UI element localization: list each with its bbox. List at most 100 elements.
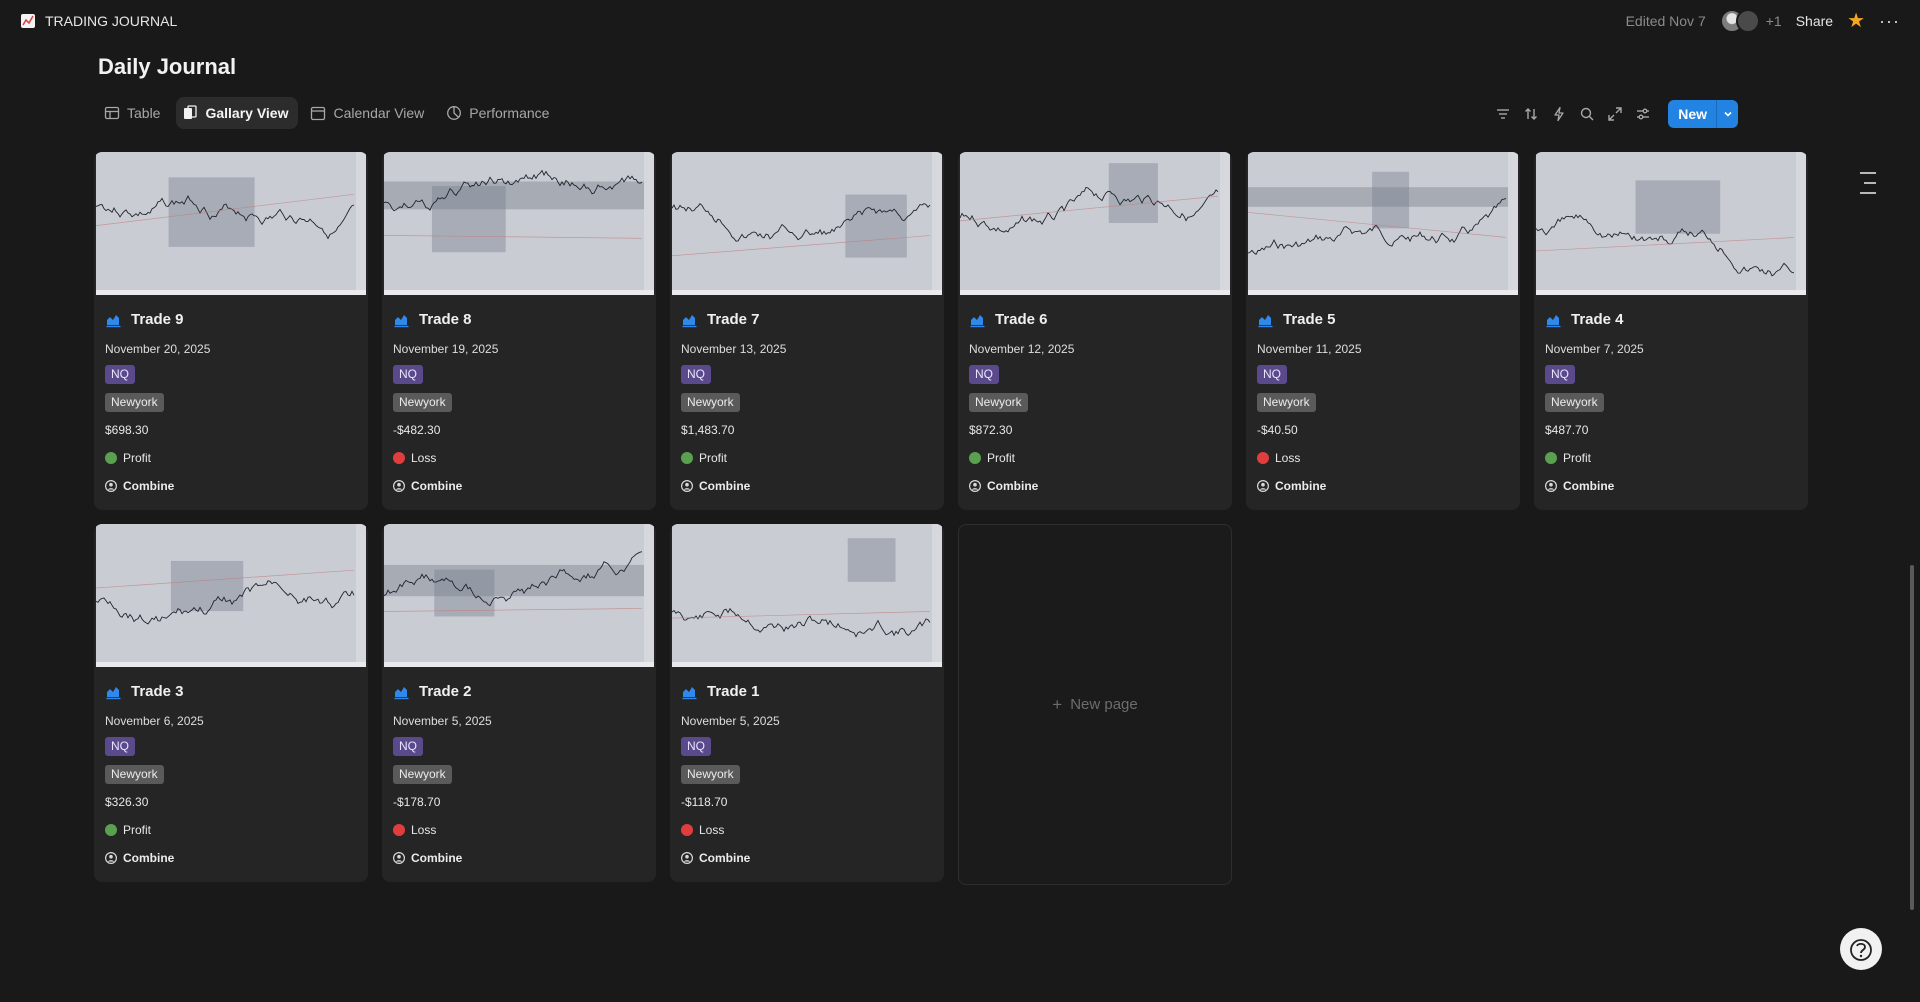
card-title[interactable]: Trade 2	[393, 678, 645, 704]
card-title[interactable]: Trade 7	[681, 306, 933, 332]
gallery-card[interactable]: Trade 9 November 20, 2025 NQ Newyork $69…	[94, 152, 368, 510]
card-title-text: Trade 3	[131, 682, 184, 700]
result-label: Profit	[699, 451, 728, 465]
trade-date: November 5, 2025	[393, 714, 492, 728]
account-label: Combine	[123, 479, 175, 493]
result-status: Loss	[393, 444, 645, 472]
card-title[interactable]: Trade 4	[1545, 306, 1797, 332]
card-title[interactable]: Trade 6	[969, 306, 1221, 332]
expand-icon[interactable]	[1606, 105, 1624, 123]
person-icon	[393, 852, 405, 864]
gallery-card[interactable]: Trade 7 November 13, 2025 NQ Newyork $1,…	[670, 152, 944, 510]
chart-screenshot-thumbnail	[384, 524, 654, 667]
result-label: Profit	[123, 823, 152, 837]
gallery-card[interactable]: Trade 3 November 6, 2025 NQ Newyork $326…	[94, 524, 368, 882]
person-icon	[681, 852, 693, 864]
chart-screenshot-thumbnail	[384, 152, 654, 295]
pnl-value: -$482.30	[393, 423, 441, 437]
new-page-card[interactable]: + New page	[958, 524, 1232, 885]
area-chart-icon	[970, 314, 985, 327]
card-title-text: Trade 4	[1571, 310, 1624, 328]
result-label: Loss	[1275, 451, 1301, 465]
more-icon[interactable]: ···	[1879, 10, 1900, 31]
tab-table[interactable]: Table	[98, 97, 170, 129]
tab-label: Calendar View	[333, 105, 425, 121]
account-label: Combine	[411, 851, 463, 865]
person-icon	[105, 852, 117, 864]
new-button[interactable]: New	[1678, 106, 1707, 122]
chart-screenshot-thumbnail	[960, 152, 1230, 295]
area-chart-icon	[1258, 314, 1273, 327]
status-dot-icon	[969, 452, 981, 464]
gallery-card[interactable]: Trade 2 November 5, 2025 NQ Newyork -$17…	[382, 524, 656, 882]
chart-screenshot-thumbnail	[96, 152, 366, 295]
account-label: Combine	[699, 851, 751, 865]
account-type: Combine	[969, 472, 1221, 500]
card-title[interactable]: Trade 8	[393, 306, 645, 332]
account-label: Combine	[411, 479, 463, 493]
tab-calendar-view[interactable]: Calendar View	[304, 97, 434, 129]
pnl-value: $1,483.70	[681, 423, 735, 437]
pnl-value: -$40.50	[1257, 423, 1298, 437]
trade-date: November 13, 2025	[681, 342, 787, 356]
help-button[interactable]	[1840, 928, 1882, 970]
chart-screenshot-thumbnail	[672, 524, 942, 667]
edited-timestamp: Edited Nov 7	[1625, 13, 1706, 29]
person-icon	[105, 480, 117, 492]
pnl-value: $326.30	[105, 795, 149, 809]
instrument-tag: NQ	[681, 736, 711, 756]
search-icon[interactable]	[1578, 105, 1596, 123]
status-dot-icon	[1257, 452, 1269, 464]
extra-users-count[interactable]: +1	[1765, 13, 1782, 29]
session-tag: Newyork	[105, 392, 164, 412]
instrument-tag: NQ	[681, 364, 711, 384]
tab-performance[interactable]: Performance	[440, 97, 559, 129]
account-label: Combine	[987, 479, 1039, 493]
session-tag: Newyork	[969, 392, 1028, 412]
card-title[interactable]: Trade 1	[681, 678, 933, 704]
instrument-tag: NQ	[393, 364, 423, 384]
trade-date: November 12, 2025	[969, 342, 1075, 356]
card-title[interactable]: Trade 3	[105, 678, 357, 704]
card-title-text: Trade 7	[707, 310, 760, 328]
area-chart-icon	[394, 686, 409, 699]
automation-icon[interactable]	[1550, 105, 1568, 123]
sort-icon[interactable]	[1522, 105, 1540, 123]
outline-icon[interactable]	[1860, 172, 1876, 194]
view-tabs: Table Gallary View Calendar View Perform…	[98, 97, 559, 129]
card-title[interactable]: Trade 9	[105, 306, 357, 332]
table-icon	[104, 106, 120, 120]
filter-icon[interactable]	[1494, 105, 1512, 123]
account-label: Combine	[1275, 479, 1327, 493]
trade-date: November 7, 2025	[1545, 342, 1644, 356]
card-title[interactable]: Trade 5	[1257, 306, 1509, 332]
person-icon	[969, 480, 981, 492]
account-type: Combine	[1545, 472, 1797, 500]
result-status: Profit	[969, 444, 1221, 472]
tab-gallery-view[interactable]: Gallary View	[176, 97, 299, 129]
gallery-card[interactable]: Trade 8 November 19, 2025 NQ Newyork -$4…	[382, 152, 656, 510]
card-title-text: Trade 9	[131, 310, 184, 328]
card-title-text: Trade 8	[419, 310, 472, 328]
chart-screenshot-thumbnail	[1536, 152, 1806, 295]
collaborators[interactable]: +1	[1719, 9, 1782, 33]
chart-screenshot-thumbnail	[672, 152, 942, 295]
status-dot-icon	[105, 824, 117, 836]
gallery-card[interactable]: Trade 5 November 11, 2025 NQ Newyork -$4…	[1246, 152, 1520, 510]
chevron-down-icon[interactable]	[1716, 100, 1738, 128]
gallery-card[interactable]: Trade 1 November 5, 2025 NQ Newyork -$11…	[670, 524, 944, 882]
result-status: Loss	[1257, 444, 1509, 472]
card-title-text: Trade 1	[707, 682, 760, 700]
settings-icon[interactable]	[1634, 105, 1652, 123]
share-button[interactable]: Share	[1795, 13, 1834, 29]
star-icon[interactable]: ★	[1847, 10, 1866, 32]
top-bar: TRADING JOURNAL Edited Nov 7 +1 Share ★ …	[0, 0, 1920, 42]
avatar[interactable]	[1735, 9, 1760, 33]
result-status: Profit	[105, 444, 357, 472]
scrollbar[interactable]	[1910, 565, 1914, 910]
gallery-card[interactable]: Trade 6 November 12, 2025 NQ Newyork $87…	[958, 152, 1232, 510]
tab-label: Table	[127, 105, 161, 121]
gallery-card[interactable]: Trade 4 November 7, 2025 NQ Newyork $487…	[1534, 152, 1808, 510]
card-title-text: Trade 2	[419, 682, 472, 700]
breadcrumb[interactable]: TRADING JOURNAL	[20, 13, 177, 29]
